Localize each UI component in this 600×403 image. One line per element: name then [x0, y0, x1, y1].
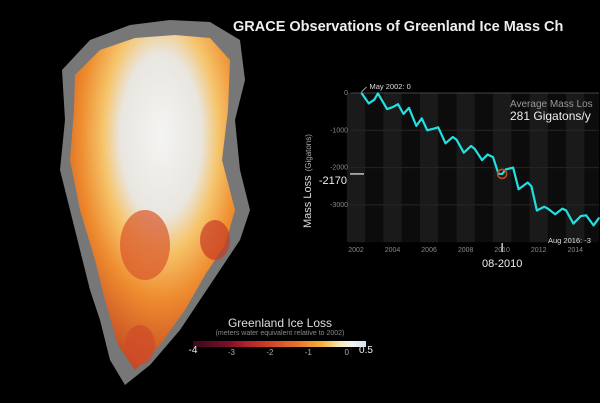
- cursor-value: -2170: [319, 175, 347, 187]
- y-tick-label: -2000: [330, 165, 348, 172]
- x-tick-label: 2002: [348, 247, 364, 254]
- data-point: [526, 181, 529, 184]
- data-point: [572, 222, 575, 225]
- cursor-date: 08-2010: [482, 258, 522, 270]
- data-point: [415, 125, 418, 127]
- data-point: [530, 185, 533, 188]
- data-point: [462, 151, 465, 154]
- x-tick-label: 2006: [421, 247, 437, 254]
- loss-hotspot: [200, 220, 230, 260]
- data-point: [473, 148, 476, 150]
- cursor-marker: [496, 168, 508, 180]
- data-point: [579, 215, 582, 217]
- data-point: [402, 113, 405, 115]
- x-tick-label: 2004: [385, 247, 401, 254]
- data-point: [455, 138, 458, 141]
- data-point: [386, 108, 388, 110]
- legend-subtitle: (meters water equivalent relative to 200…: [215, 330, 345, 337]
- colorbar-tick: 0.5: [359, 345, 373, 356]
- loss-hotspot: [120, 210, 170, 280]
- data-point: [536, 209, 538, 212]
- y-axis-label-unit: (Gigatons): [304, 134, 313, 172]
- data-point: [377, 92, 379, 95]
- start-annotation-leader: [361, 86, 367, 93]
- data-point: [543, 205, 545, 208]
- colorbar-tick: -1: [304, 348, 312, 357]
- greenland-ice-sheet: [70, 35, 235, 370]
- x-tick-label: 2012: [531, 247, 547, 254]
- data-point: [598, 217, 600, 219]
- x-tick-label: 2014: [567, 247, 583, 254]
- y-tick-label: -1000: [330, 127, 348, 134]
- data-point: [391, 106, 394, 108]
- data-point: [367, 102, 370, 105]
- data-point: [397, 103, 399, 105]
- average-label: Average Mass Los: [510, 99, 593, 110]
- colorbar-tick: -3: [227, 348, 235, 357]
- data-point: [517, 188, 520, 191]
- end-annotation: Aug 2016: -3: [548, 236, 591, 245]
- colorbar: [193, 341, 366, 347]
- data-point: [561, 207, 564, 210]
- data-point: [360, 92, 363, 94]
- page-title: GRACE Observations of Greenland Ice Mass…: [233, 19, 564, 35]
- data-point: [554, 213, 556, 216]
- data-point: [470, 145, 472, 147]
- data-point: [437, 126, 440, 129]
- data-point: [565, 209, 567, 212]
- data-point: [373, 98, 376, 101]
- colorbar-tick: -4: [188, 345, 198, 356]
- colorbar-tick: 0: [344, 348, 349, 357]
- loss-hotspot: [125, 325, 155, 365]
- data-point: [444, 142, 447, 145]
- data-point: [501, 173, 503, 175]
- data-point: [408, 107, 410, 109]
- data-point: [492, 156, 494, 158]
- colorbar-tick: -2: [266, 348, 274, 357]
- legend-title: Greenland Ice Loss: [227, 316, 333, 330]
- data-point: [547, 207, 549, 210]
- data-point: [481, 159, 483, 161]
- data-point: [592, 224, 595, 227]
- data-point: [486, 153, 489, 156]
- x-tick-label: 2008: [458, 247, 474, 254]
- data-point: [512, 166, 514, 169]
- data-point: [426, 129, 429, 132]
- data-point: [452, 136, 454, 138]
- data-point: [433, 127, 436, 130]
- y-axis-label-main: Mass Loss: [302, 175, 314, 228]
- data-point: [585, 214, 588, 217]
- y-axis-label: Mass Loss (Gigatons): [302, 134, 314, 228]
- data-point: [420, 117, 423, 120]
- y-tick-label: -3000: [330, 202, 348, 209]
- y-tick-label: 0: [344, 90, 348, 97]
- start-annotation: May 2002: 0: [369, 82, 410, 91]
- average-value: 281 Gigatons/y: [510, 109, 591, 123]
